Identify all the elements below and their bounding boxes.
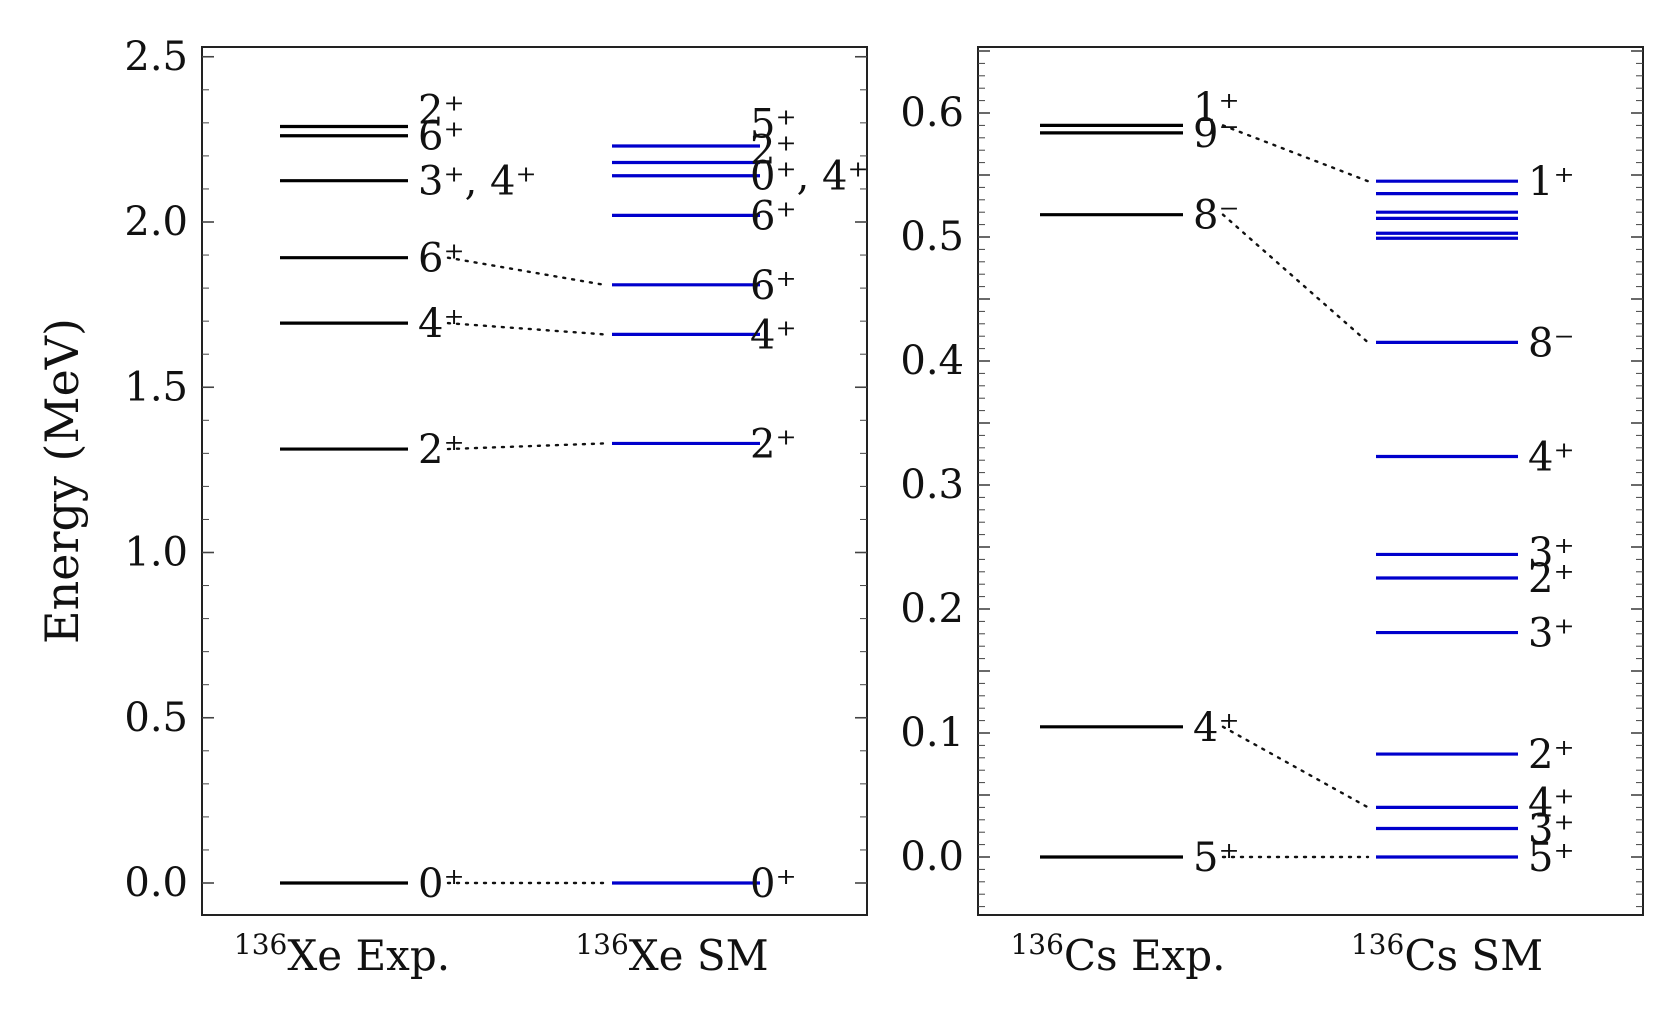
xe-sm-mass-number: 136 — [575, 928, 628, 961]
xe-sm-column-label: 136Xe SM — [575, 928, 768, 980]
exp-spin-label: 1⁺ — [1193, 85, 1240, 131]
cs-sm-column-label: 136Cs SM — [1351, 928, 1543, 980]
sm-spin-label: 4⁺ — [1528, 434, 1575, 480]
cs-exp-column-label: 136Cs Exp. — [1010, 928, 1225, 980]
cs-sm-name: Cs SM — [1404, 931, 1543, 980]
cs-plot-frame — [977, 46, 1644, 916]
y-tick-label: 2.0 — [124, 199, 188, 245]
level-connector — [1221, 725, 1370, 809]
xe-levels — [280, 124, 760, 885]
xe-exp-column-label: 136Xe Exp. — [234, 928, 450, 980]
y-tick-label: 0.5 — [900, 214, 964, 260]
sm-spin-label: 1⁺ — [1528, 159, 1575, 205]
y-tick-label: 0.5 — [124, 695, 188, 741]
xe-exp-name: Xe Exp. — [287, 931, 450, 980]
cs-levels — [1040, 123, 1518, 859]
exp-spin-label: 9⁻ — [1193, 111, 1240, 157]
sm-spin-label: 6⁺ — [750, 263, 797, 309]
xe-tick-marks — [202, 55, 867, 884]
y-tick-label: 1.0 — [124, 530, 188, 576]
exp-spin-label: 8⁻ — [1193, 193, 1240, 239]
y-tick-label: 0.1 — [900, 710, 964, 756]
xe-exp-mass-number: 136 — [234, 928, 287, 961]
y-tick-label: 0.0 — [124, 860, 188, 906]
cs-tick-marks — [978, 50, 1643, 908]
y-tick-label: 2.5 — [124, 34, 188, 80]
y-tick-label: 1.5 — [124, 364, 188, 410]
exp-spin-label: 3⁺, 4⁺ — [418, 159, 537, 205]
exp-spin-label: 6⁺ — [418, 236, 465, 282]
sm-spin-label: 4⁺ — [750, 312, 797, 358]
y-tick-label: 0.0 — [900, 834, 964, 880]
cs-exp-name: Cs Exp. — [1064, 931, 1226, 980]
y-tick-label: 0.2 — [900, 586, 964, 632]
xe-plot-frame — [201, 46, 868, 916]
sm-spin-label: 3⁺ — [1528, 806, 1575, 852]
sm-spin-label: 0⁺ — [750, 861, 797, 907]
level-connector — [446, 442, 606, 451]
exp-spin-label: 4⁺ — [1193, 705, 1240, 751]
y-tick-label: 0.3 — [900, 462, 964, 508]
level-connector — [446, 256, 606, 286]
y-tick-label: 0.4 — [900, 338, 964, 384]
cs-136-panel: 0.00.10.20.30.40.50.65⁺4⁺8⁻9⁻1⁺5⁺3⁺4⁺2⁺3… — [900, 46, 1644, 980]
level-connector — [446, 321, 606, 336]
level-connector — [1221, 124, 1370, 183]
exp-spin-label: 6⁺ — [418, 114, 465, 160]
sm-spin-label: 2⁺ — [1528, 732, 1575, 778]
sm-spin-label: 2⁺ — [1528, 556, 1575, 602]
cs-connectors — [1221, 124, 1370, 859]
cs-sm-mass-number: 136 — [1351, 928, 1404, 961]
xe-136-panel: 0.00.51.01.52.02.50⁺2⁺4⁺6⁺3⁺, 4⁺6⁺2⁺0⁺2⁺… — [35, 34, 869, 980]
y-axis-title: Energy (MeV) — [35, 318, 89, 644]
cs-exp-mass-number: 136 — [1010, 928, 1063, 961]
xe-sm-name: Xe SM — [629, 931, 769, 980]
exp-spin-label: 5⁺ — [1193, 835, 1240, 881]
sm-spin-label: 8⁻ — [1528, 320, 1575, 366]
sm-spin-label: 5⁺ — [1528, 835, 1575, 881]
sm-spin-label: 3⁺ — [1528, 530, 1575, 576]
xe-labels: 0.00.51.01.52.02.50⁺2⁺4⁺6⁺3⁺, 4⁺6⁺2⁺0⁺2⁺… — [124, 34, 868, 907]
sm-spin-label: 6⁺ — [750, 193, 797, 239]
xe-connectors — [446, 256, 606, 885]
exp-spin-label: 4⁺ — [418, 301, 465, 347]
level-connector — [1221, 213, 1370, 344]
exp-spin-label: 2⁺ — [418, 88, 465, 134]
y-tick-label: 0.6 — [900, 90, 964, 136]
sm-spin-label: 0⁺, 4⁺ — [750, 154, 869, 200]
sm-spin-label: 5⁺ — [750, 102, 797, 148]
sm-spin-label: 4⁺ — [1528, 780, 1575, 826]
exp-spin-label: 0⁺ — [418, 861, 465, 907]
sm-spin-label: 3⁺ — [1528, 611, 1575, 657]
sm-spin-label: 2⁺ — [750, 421, 797, 467]
exp-spin-label: 2⁺ — [418, 427, 465, 473]
cs-labels: 0.00.10.20.30.40.50.65⁺4⁺8⁻9⁻1⁺5⁺3⁺4⁺2⁺3… — [900, 85, 1574, 881]
sm-spin-label: 2⁺ — [750, 128, 797, 174]
